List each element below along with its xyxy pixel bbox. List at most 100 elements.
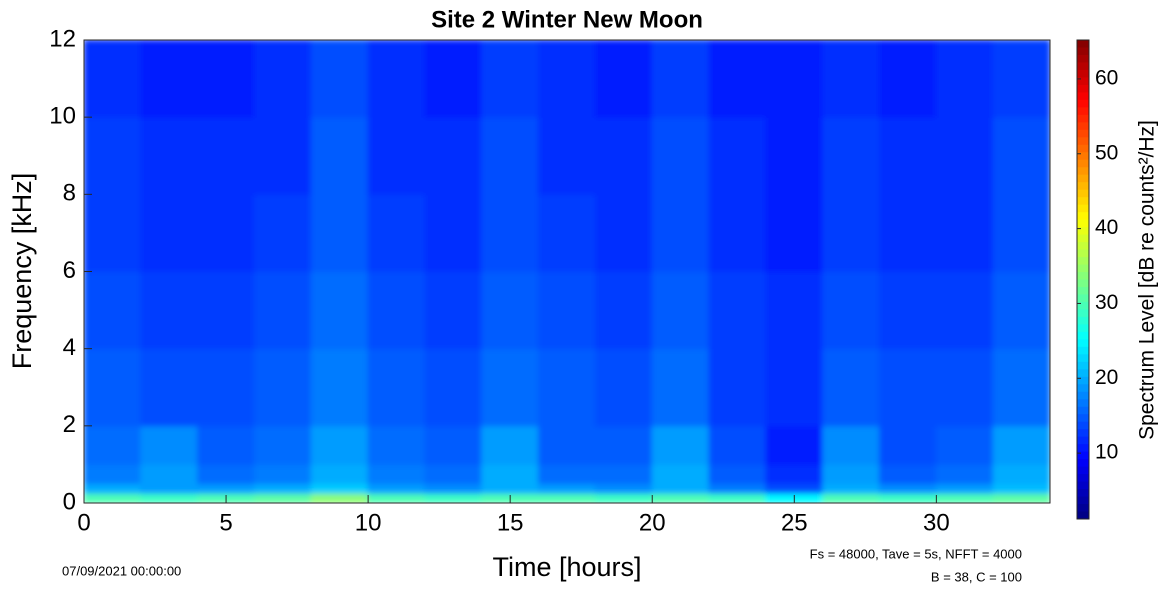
- heat-cell: [992, 40, 1050, 118]
- chart-title: Site 2 Winter New Moon: [431, 6, 703, 33]
- heat-cell: [538, 425, 596, 465]
- heat-cell: [651, 116, 710, 195]
- heat-cell: [197, 271, 255, 350]
- heat-cell: [84, 425, 142, 465]
- heat-cell: [367, 463, 426, 485]
- y-tick-label: 10: [49, 103, 76, 130]
- heat-cell: [879, 463, 937, 485]
- heat-cell: [879, 483, 937, 494]
- heat-cell: [140, 492, 199, 503]
- heat-cell: [367, 492, 426, 503]
- heat-cell: [594, 116, 653, 195]
- heat-cell: [651, 271, 710, 350]
- heat-cell: [594, 40, 653, 118]
- heat-cell: [708, 193, 767, 272]
- heat-cell: [367, 483, 426, 494]
- colorbar-tick-label: 20: [1095, 366, 1118, 389]
- heat-cell: [651, 492, 710, 503]
- heat-cell: [253, 271, 312, 350]
- heat-cell: [538, 116, 596, 195]
- heat-cell: [84, 193, 142, 272]
- heat-cell: [140, 483, 199, 494]
- colorbar-segment: [1077, 272, 1089, 280]
- colorbar-segment: [1077, 107, 1089, 116]
- heat-cell: [708, 492, 767, 503]
- colorbar-segment: [1077, 309, 1089, 318]
- colorbar-segment: [1077, 62, 1089, 71]
- colorbar-segment: [1077, 384, 1089, 393]
- settings-note: B = 38, C = 100: [931, 569, 1022, 584]
- heat-cell: [992, 348, 1050, 427]
- heat-cell: [424, 348, 483, 427]
- heat-cell: [197, 348, 255, 427]
- heat-cell: [935, 193, 994, 272]
- colorbar-segment: [1077, 152, 1089, 161]
- heat-cell: [367, 348, 426, 427]
- colorbar-segment: [1077, 182, 1089, 191]
- y-tick-label: 4: [63, 334, 76, 361]
- y-tick-label: 8: [63, 180, 76, 207]
- heat-cell: [140, 40, 199, 118]
- colorbar-segment: [1077, 77, 1089, 86]
- settings-note: Fs = 48000, Tave = 5s, NFFT = 4000: [810, 546, 1022, 561]
- heat-cell: [253, 483, 312, 494]
- colorbar-segment: [1077, 227, 1089, 236]
- colorbar-segment: [1077, 421, 1089, 430]
- heat-cell: [708, 463, 767, 485]
- colorbar-segment: [1077, 294, 1089, 303]
- heat-cell: [310, 40, 369, 118]
- heat-cell: [708, 40, 767, 118]
- colorbar-segment: [1077, 279, 1089, 288]
- heat-cell: [651, 483, 710, 494]
- heat-cell: [481, 40, 540, 118]
- heat-cell: [310, 483, 369, 494]
- heat-cell: [424, 271, 483, 350]
- heat-cell: [822, 492, 881, 503]
- heat-cell: [708, 425, 767, 465]
- heat-cell: [84, 463, 142, 485]
- colorbar-segment: [1077, 331, 1089, 340]
- colorbar-label: Spectrum Level [dB re counts²/Hz]: [1136, 120, 1159, 440]
- heat-cell: [992, 116, 1050, 195]
- heat-cell: [935, 492, 994, 503]
- heat-cell: [84, 271, 142, 350]
- heat-cell: [765, 483, 824, 494]
- heat-cell: [935, 348, 994, 427]
- heat-cell: [765, 271, 824, 350]
- heat-cell: [822, 348, 881, 427]
- colorbar-segment: [1077, 144, 1089, 153]
- heat-cell: [84, 116, 142, 195]
- y-tick-label: 0: [63, 488, 76, 515]
- colorbar-segment: [1077, 54, 1089, 63]
- colorbar-segment: [1077, 406, 1089, 415]
- heat-cell: [879, 271, 937, 350]
- heat-cell: [310, 463, 369, 485]
- colorbar-segment: [1077, 257, 1089, 266]
- heat-cell: [651, 425, 710, 465]
- colorbar-segment: [1077, 369, 1089, 378]
- heat-cell: [594, 348, 653, 427]
- heat-cell: [310, 492, 369, 503]
- heat-cell: [992, 492, 1050, 503]
- colorbar-segment: [1077, 481, 1089, 490]
- y-axis-label: Frequency [kHz]: [7, 173, 37, 370]
- heat-cell: [992, 271, 1050, 350]
- colorbar-segment: [1077, 204, 1089, 213]
- heat-cell: [84, 348, 142, 427]
- heat-cell: [822, 483, 881, 494]
- heat-cell: [651, 348, 710, 427]
- heat-cell: [424, 463, 483, 485]
- heat-cell: [140, 116, 199, 195]
- heat-cell: [424, 116, 483, 195]
- heat-cell: [651, 40, 710, 118]
- heat-cell: [424, 425, 483, 465]
- heat-cell: [140, 348, 199, 427]
- heat-cell: [197, 483, 255, 494]
- heat-cell: [481, 425, 540, 465]
- heat-cell: [481, 463, 540, 485]
- colorbar-segment: [1077, 84, 1089, 93]
- colorbar-segment: [1077, 354, 1089, 363]
- colorbar-tick-label: 50: [1095, 141, 1118, 164]
- colorbar-segment: [1077, 174, 1089, 183]
- heat-cell: [367, 116, 426, 195]
